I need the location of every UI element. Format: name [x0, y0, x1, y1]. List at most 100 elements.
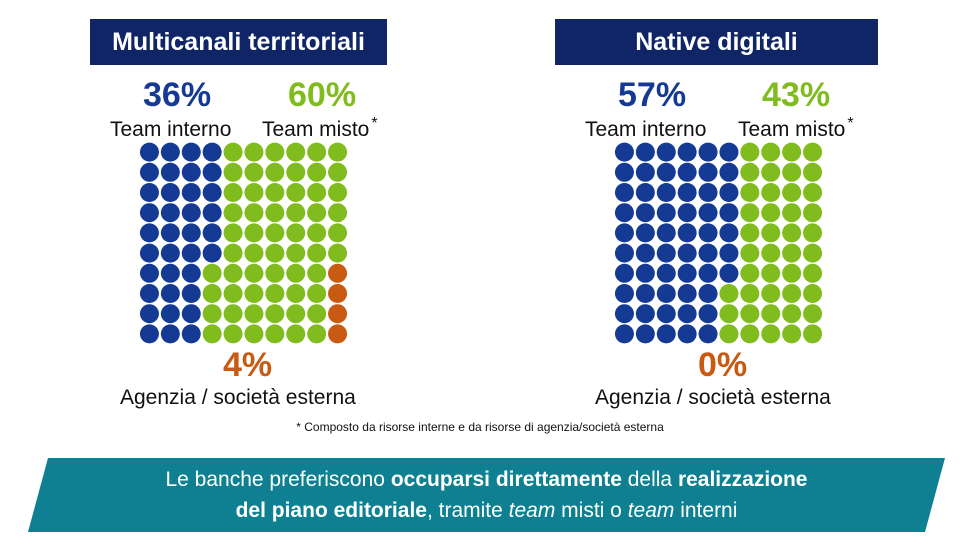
waffle-dot-interno — [719, 223, 739, 243]
waffle-dot-interno — [160, 223, 180, 243]
waffle-dot-interno — [181, 304, 201, 324]
waffle-dot-interno — [635, 162, 655, 182]
waffle-dot-misto — [244, 263, 264, 283]
banner-text: della — [621, 468, 678, 491]
panel-2-misto-label: Team misto * — [738, 116, 854, 141]
panel-1-misto-label-text: Team misto — [262, 118, 370, 141]
waffle-dot-interno — [719, 142, 739, 162]
waffle-dot-misto — [761, 183, 781, 202]
waffle-dot-misto — [307, 162, 327, 182]
panel-1-misto-label: Team misto * — [262, 116, 378, 141]
panel-2-interno-pct: 57% — [618, 76, 687, 114]
waffle-dot-misto — [740, 263, 760, 283]
waffle-dot-misto — [740, 223, 760, 243]
panel-1-misto-pct: 60% — [288, 76, 357, 114]
waffle-dot-interno — [614, 142, 634, 162]
waffle-dot-misto — [286, 324, 306, 344]
waffle-dot-misto — [307, 203, 327, 223]
waffle-dot-misto — [223, 304, 243, 324]
banner-line-1: Le banche preferiscono occuparsi diretta… — [165, 464, 807, 495]
waffle-dot-misto — [265, 162, 285, 182]
waffle-dot-interno — [614, 162, 634, 182]
waffle-dot-interno — [656, 284, 676, 303]
waffle-dot-interno — [698, 243, 718, 263]
waffle-dot-misto — [782, 203, 802, 223]
waffle-dot-interno — [139, 142, 159, 162]
waffle-dot-interno — [181, 263, 201, 283]
waffle-dot-misto — [803, 324, 823, 344]
waffle-dot-interno — [160, 263, 180, 283]
waffle-dot-interno — [635, 304, 655, 324]
banner-bold-text: occuparsi direttamente — [390, 468, 622, 491]
waffle-dot-misto — [286, 243, 306, 263]
waffle-dot-misto — [328, 183, 348, 202]
waffle-dot-interno — [614, 304, 634, 324]
waffle-dot-misto — [761, 263, 781, 283]
waffle-dot-misto — [328, 203, 348, 223]
waffle-dot-misto — [782, 243, 802, 263]
panel-2-misto-label-text: Team misto — [738, 118, 846, 141]
waffle-dot-interno — [698, 304, 718, 324]
waffle-dot-misto — [307, 324, 327, 344]
waffle-dot-interno — [139, 263, 159, 283]
waffle-dot-misto — [803, 142, 823, 162]
waffle-dot-interno — [202, 183, 222, 202]
banner-bold-text: del piano editoriale — [235, 499, 427, 522]
waffle-dot-misto — [803, 243, 823, 263]
waffle-dot-misto — [286, 284, 306, 303]
waffle-dot-misto — [307, 284, 327, 303]
waffle-dot-misto — [782, 162, 802, 182]
waffle-dot-interno — [139, 243, 159, 263]
waffle-dot-interno — [614, 223, 634, 243]
waffle-dot-misto — [265, 263, 285, 283]
waffle-dot-misto — [740, 183, 760, 202]
waffle-dot-misto — [328, 243, 348, 263]
waffle-dot-misto — [286, 203, 306, 223]
waffle-dot-misto — [244, 243, 264, 263]
waffle-dot-interno — [614, 183, 634, 202]
banner-text: misti o — [555, 499, 628, 522]
waffle-dot-interno — [181, 203, 201, 223]
waffle-dot-interno — [635, 223, 655, 243]
waffle-dot-interno — [677, 183, 697, 202]
waffle-dot-misto — [202, 284, 222, 303]
waffle-dot-interno — [719, 263, 739, 283]
waffle-dot-misto — [202, 324, 222, 344]
panel-1-asterisk: * — [371, 115, 378, 132]
waffle-dot-interno — [698, 284, 718, 303]
waffle-dot-misto — [719, 324, 739, 344]
waffle-dot-misto — [286, 263, 306, 283]
banner-text: interni — [674, 499, 738, 522]
waffle-dot-misto — [740, 324, 760, 344]
waffle-dot-interno — [202, 243, 222, 263]
panel-2-agenzia-label: Agenzia / società esterna — [595, 386, 831, 409]
waffle-dot-misto — [307, 183, 327, 202]
waffle-dot-interno — [698, 142, 718, 162]
waffle-dot-misto — [286, 183, 306, 202]
panel-2-misto-pct: 43% — [762, 76, 831, 114]
waffle-dot-interno — [656, 223, 676, 243]
waffle-dot-misto — [740, 142, 760, 162]
waffle-dot-interno — [698, 263, 718, 283]
waffle-dot-misto — [761, 324, 781, 344]
waffle-dot-interno — [160, 324, 180, 344]
waffle-dot-misto — [286, 162, 306, 182]
waffle-dot-misto — [244, 324, 264, 344]
waffle-dot-misto — [244, 203, 264, 223]
waffle-dot-misto — [803, 162, 823, 182]
panel-2-interno-label: Team interno — [585, 118, 707, 141]
waffle-dot-interno — [139, 223, 159, 243]
waffle-dot-interno — [719, 243, 739, 263]
conclusion-banner: Le banche preferiscono occuparsi diretta… — [28, 458, 945, 532]
waffle-dot-interno — [677, 243, 697, 263]
waffle-dot-agenzia — [328, 263, 348, 283]
banner-italic-text: team — [627, 499, 675, 522]
waffle-dot-misto — [265, 304, 285, 324]
waffle-dot-misto — [719, 304, 739, 324]
waffle-dot-misto — [223, 162, 243, 182]
waffle-dot-misto — [244, 223, 264, 243]
waffle-dot-interno — [656, 142, 676, 162]
waffle-dot-interno — [635, 243, 655, 263]
waffle-dot-misto — [761, 243, 781, 263]
waffle-dot-interno — [614, 284, 634, 303]
